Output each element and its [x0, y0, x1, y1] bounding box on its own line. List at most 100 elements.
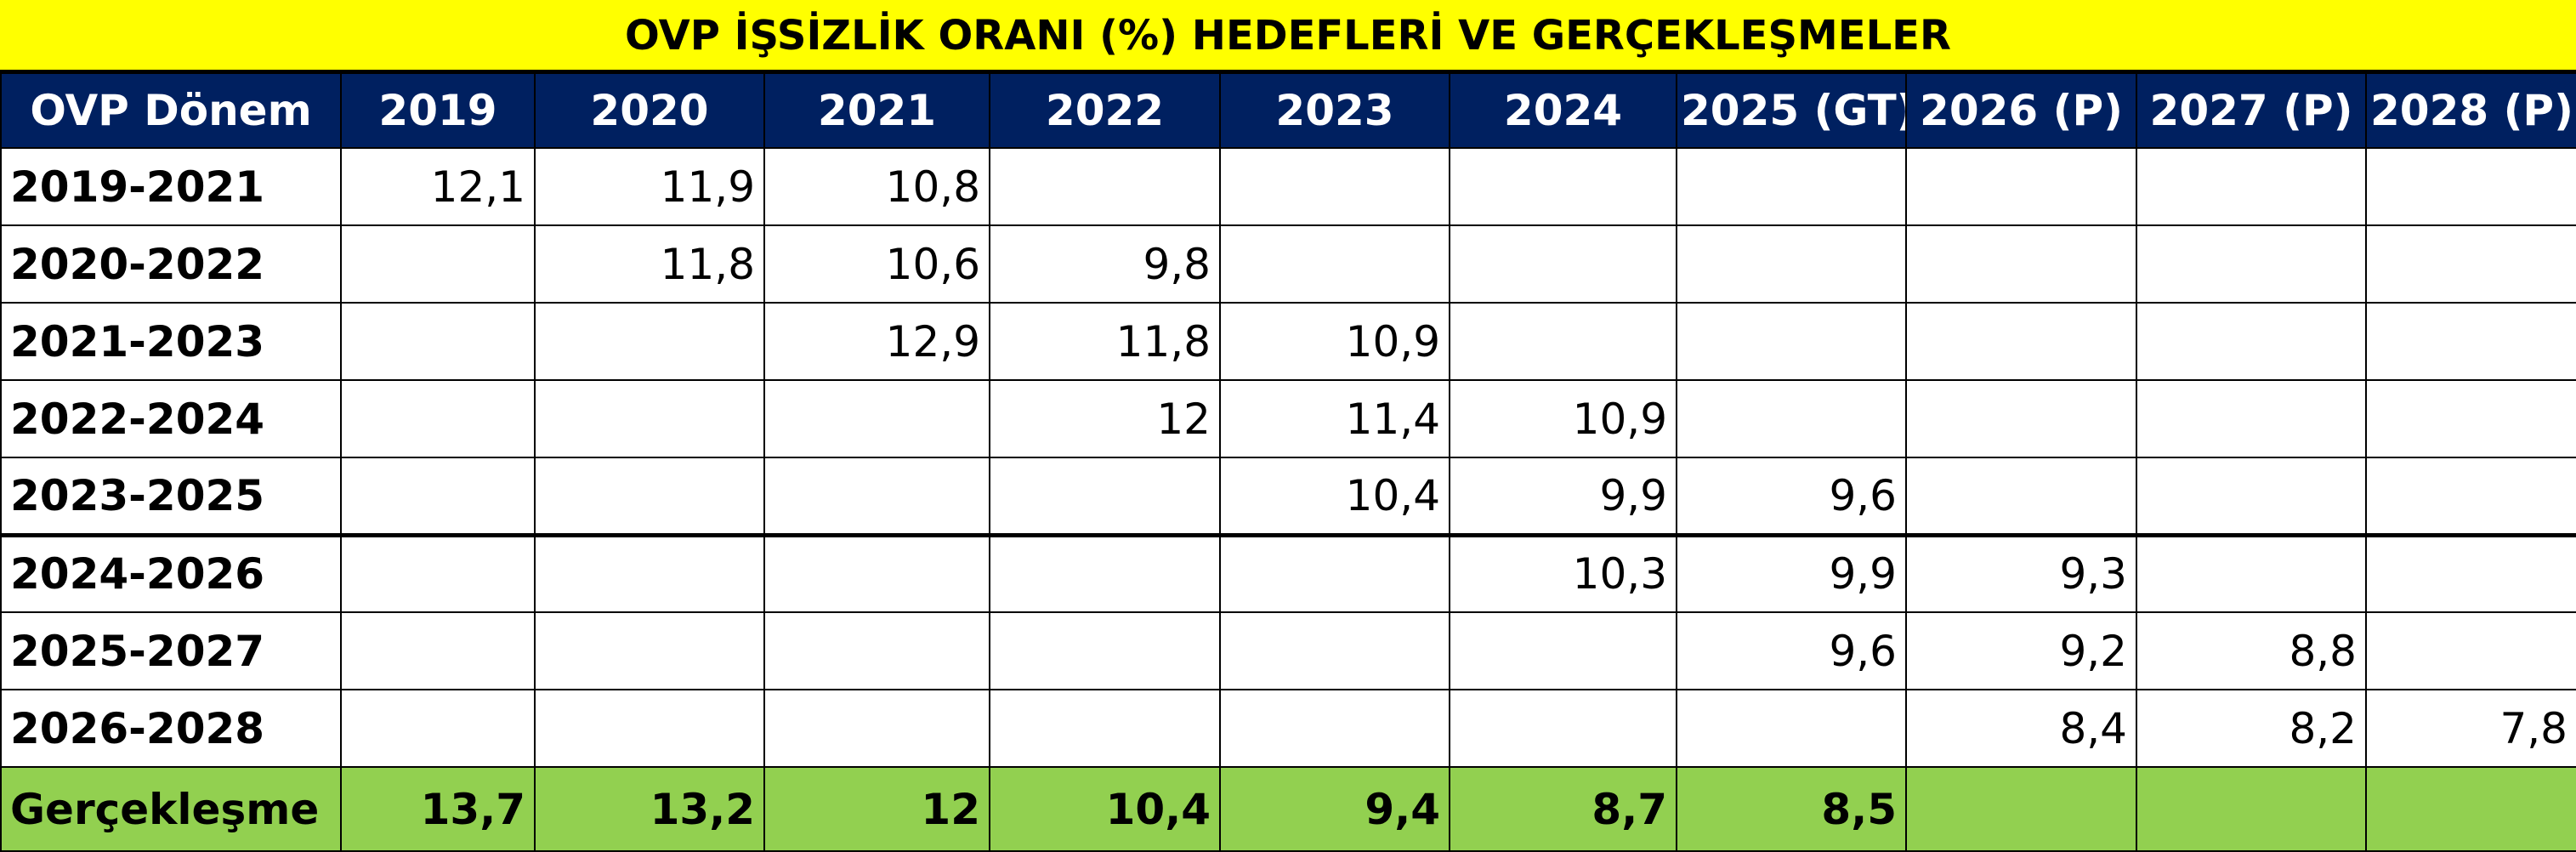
value-cell: 10,9	[1449, 379, 1677, 458]
value-cell: 10,6	[763, 224, 990, 304]
value-cell: 7,8	[2365, 689, 2576, 768]
header-cell: 2024	[1449, 72, 1677, 149]
value-cell: 12	[763, 766, 990, 852]
value-cell	[2365, 611, 2576, 690]
value-cell	[1905, 147, 2137, 226]
value-cell	[534, 379, 765, 458]
value-cell	[2365, 534, 2576, 613]
value-cell	[2136, 147, 2367, 226]
value-cell: 9,6	[1676, 457, 1907, 537]
value-cell: 13,7	[340, 766, 536, 852]
value-cell: 8,4	[1905, 689, 2137, 768]
value-cell	[1905, 457, 2137, 537]
value-cell	[1219, 224, 1450, 304]
value-cell: 9,4	[1219, 766, 1450, 852]
table-row: 2019-2021 12,1 11,9 10,8	[0, 147, 2576, 226]
value-cell	[2136, 224, 2367, 304]
value-cell	[2365, 224, 2576, 304]
table-row: 2021-2023 12,9 11,8 10,9	[0, 302, 2576, 381]
value-cell	[1449, 302, 1677, 381]
row-label: 2022-2024	[0, 379, 342, 458]
value-cell: 9,9	[1449, 457, 1677, 537]
value-cell	[2365, 766, 2576, 852]
table-row: 2023-2025 10,4 9,9 9,6	[0, 457, 2576, 537]
table-row: 2024-2026 10,3 9,9 9,3	[0, 534, 2576, 613]
value-cell: 8,2	[2136, 689, 2367, 768]
table-row: 2025-2027 9,6 9,2 8,8	[0, 611, 2576, 690]
value-cell: 8,5	[1676, 766, 1907, 852]
value-cell	[1676, 379, 1907, 458]
value-cell	[763, 611, 990, 690]
value-cell	[989, 147, 1221, 226]
table-title: OVP İŞSİZLİK ORANI (%) HEDEFLERİ VE GERÇ…	[0, 0, 2576, 72]
header-cell: OVP Dönem	[0, 72, 342, 149]
value-cell	[1449, 147, 1677, 226]
value-cell	[1905, 302, 2137, 381]
value-cell	[2136, 379, 2367, 458]
value-cell: 10,8	[763, 147, 990, 226]
table-row: 2022-2024 12 11,4 10,9	[0, 379, 2576, 458]
value-cell	[534, 457, 765, 537]
value-cell	[1449, 689, 1677, 768]
value-cell	[1219, 611, 1450, 690]
value-cell	[2136, 302, 2367, 381]
header-cell: 2021	[763, 72, 990, 149]
value-cell: 9,2	[1905, 611, 2137, 690]
row-label: 2024-2026	[0, 534, 342, 613]
value-cell: 9,3	[1905, 534, 2137, 613]
value-cell: 10,9	[1219, 302, 1450, 381]
value-cell	[989, 611, 1221, 690]
value-cell	[1219, 534, 1450, 613]
value-cell	[2136, 766, 2367, 852]
value-cell: 9,6	[1676, 611, 1907, 690]
value-cell	[1905, 379, 2137, 458]
value-cell	[2365, 379, 2576, 458]
header-cell: 2020	[534, 72, 765, 149]
value-cell: 13,2	[534, 766, 765, 852]
value-cell	[1219, 689, 1450, 768]
table-body: 2019-2021 12,1 11,9 10,8 2020-2022 11,8 10,6 9,…	[0, 147, 2576, 852]
value-cell	[534, 611, 765, 690]
value-cell: 8,8	[2136, 611, 2367, 690]
value-cell: 12	[989, 379, 1221, 458]
value-cell: 10,3	[1449, 534, 1677, 613]
value-cell: 12,9	[763, 302, 990, 381]
value-cell: 9,8	[989, 224, 1221, 304]
value-cell	[763, 534, 990, 613]
table-row: 2026-2028 8,4 8,2 7,8	[0, 689, 2576, 768]
value-cell	[534, 534, 765, 613]
value-cell	[1676, 224, 1907, 304]
row-label: 2025-2027	[0, 611, 342, 690]
header-cell: 2027 (P)	[2136, 72, 2367, 149]
value-cell	[534, 689, 765, 768]
value-cell	[763, 379, 990, 458]
table: OVP Dönem 2019 2020 2021 2022 2023 2024 2025 (G…	[0, 72, 2576, 852]
value-cell	[340, 689, 536, 768]
value-cell	[340, 302, 536, 381]
header-cell: 2019	[340, 72, 536, 149]
value-cell	[1676, 147, 1907, 226]
value-cell: 9,9	[1676, 534, 1907, 613]
value-cell	[989, 534, 1221, 613]
value-cell	[1905, 766, 2137, 852]
row-label: 2023-2025	[0, 457, 342, 537]
value-cell	[1449, 611, 1677, 690]
value-cell	[2136, 457, 2367, 537]
value-cell	[1449, 224, 1677, 304]
value-cell	[989, 457, 1221, 537]
footer-row: Gerçekleşme 13,7 13,2 12 10,4 9,4 8,7 8,5	[0, 766, 2576, 852]
header-cell: 2023	[1219, 72, 1450, 149]
value-cell: 11,8	[989, 302, 1221, 381]
header-row: OVP Dönem 2019 2020 2021 2022 2023 2024 2025 (G…	[0, 72, 2576, 149]
row-label: 2021-2023	[0, 302, 342, 381]
value-cell	[340, 457, 536, 537]
value-cell	[340, 534, 536, 613]
value-cell	[2365, 457, 2576, 537]
value-cell	[989, 689, 1221, 768]
value-cell	[534, 302, 765, 381]
value-cell: 10,4	[989, 766, 1221, 852]
table-row: 2020-2022 11,8 10,6 9,8	[0, 224, 2576, 304]
value-cell: 12,1	[340, 147, 536, 226]
header-cell: 2022	[989, 72, 1221, 149]
